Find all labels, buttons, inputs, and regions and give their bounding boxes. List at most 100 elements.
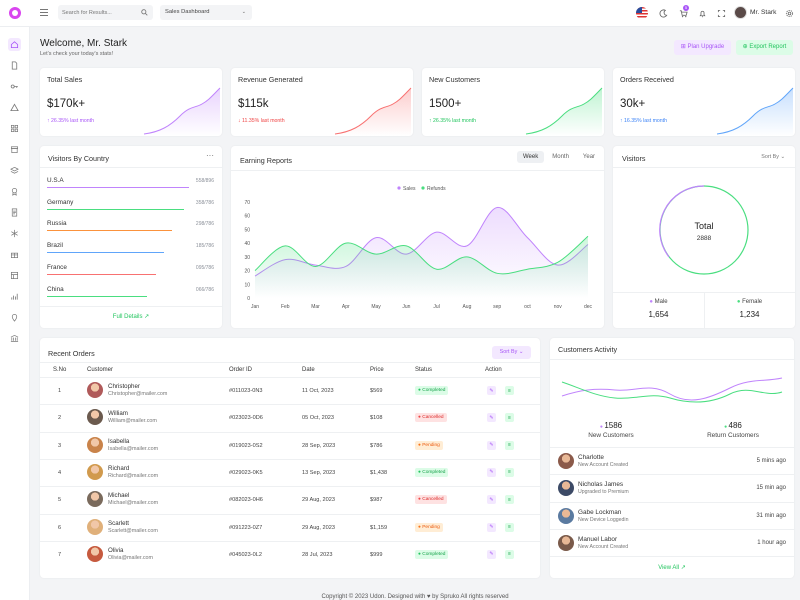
edit-button[interactable]: ✎ bbox=[487, 467, 496, 477]
archive-icon[interactable] bbox=[8, 143, 21, 156]
sparkline-chart bbox=[334, 87, 412, 136]
country-item: U.S.A 558/896 bbox=[47, 177, 214, 188]
order-price: $1,438 bbox=[370, 469, 388, 476]
x-tick-label: Jan bbox=[251, 304, 259, 310]
us-flag-icon[interactable] bbox=[636, 7, 648, 19]
order-price: $987 bbox=[370, 497, 383, 504]
row-sno: 7 bbox=[58, 551, 62, 558]
tab-year[interactable]: Year bbox=[582, 154, 596, 160]
menu-toggle-icon[interactable] bbox=[40, 9, 48, 16]
return-customers-value: ● 486 bbox=[724, 421, 742, 430]
moon-icon[interactable] bbox=[657, 7, 669, 19]
tab-week[interactable]: Week bbox=[517, 151, 545, 163]
upgrade-icon: ⊞ bbox=[680, 44, 688, 50]
user-avatar[interactable] bbox=[734, 6, 747, 19]
warning-icon[interactable] bbox=[8, 101, 21, 114]
status-badge: ● Completed bbox=[415, 467, 449, 477]
delete-button[interactable]: ≡ bbox=[505, 440, 514, 450]
new-customers-value: ● 1586 bbox=[599, 421, 623, 430]
customer-email: Michael@mailer.com bbox=[108, 500, 159, 507]
bell-icon[interactable] bbox=[696, 7, 708, 19]
bar-chart-icon[interactable] bbox=[8, 290, 21, 303]
delete-button[interactable]: ≡ bbox=[505, 522, 514, 532]
bank-icon[interactable] bbox=[8, 332, 21, 345]
col-sno: S.No bbox=[53, 367, 67, 373]
award-icon[interactable] bbox=[8, 185, 21, 198]
status-dot: ● bbox=[418, 388, 423, 393]
row-sno: 1 bbox=[58, 388, 62, 394]
view-all-link[interactable]: View All ↗ bbox=[658, 565, 686, 571]
edit-button[interactable]: ✎ bbox=[487, 440, 496, 450]
dashboard-select[interactable]: Sales Dashboard ⌄ bbox=[160, 5, 252, 20]
fullscreen-icon[interactable] bbox=[715, 7, 727, 19]
gift-icon[interactable] bbox=[8, 248, 21, 261]
male-value: 1,654 bbox=[648, 310, 669, 319]
country-name: Brazil bbox=[47, 242, 63, 250]
y-tick-label: 70 bbox=[244, 200, 250, 206]
search-icon[interactable] bbox=[141, 9, 148, 16]
avatar bbox=[558, 507, 574, 524]
delete-button[interactable]: ≡ bbox=[505, 467, 514, 477]
status-dot: ● bbox=[418, 551, 423, 557]
logo[interactable] bbox=[9, 7, 21, 19]
x-tick-label: Jul bbox=[433, 304, 439, 310]
activity-name: Nicholas James bbox=[578, 481, 624, 489]
stat-title: Orders Received bbox=[620, 75, 674, 84]
file-icon[interactable] bbox=[8, 59, 21, 72]
edit-button[interactable]: ✎ bbox=[487, 413, 496, 423]
edit-button[interactable]: ✎ bbox=[487, 495, 496, 505]
status-badge: ● Cancelled bbox=[415, 413, 447, 423]
layers-icon[interactable] bbox=[8, 164, 21, 177]
search-input[interactable] bbox=[62, 8, 140, 17]
activity-time: 5 mins ago bbox=[756, 458, 786, 464]
arrow-up-icon: ↑ bbox=[47, 118, 52, 124]
stat-card-orders: Orders Received 30k+ ↑ 16.35% last month bbox=[613, 68, 795, 136]
grid-icon[interactable] bbox=[8, 122, 21, 135]
sort-by-dropdown[interactable]: Sort By ⌄ bbox=[761, 154, 785, 160]
country-progress-bar bbox=[47, 230, 173, 232]
key-icon[interactable] bbox=[8, 80, 21, 93]
order-date: 13 Sep, 2023 bbox=[302, 469, 336, 476]
y-tick-label: 10 bbox=[244, 282, 250, 288]
recent-orders-card: Recent Orders Sort By ⌄ S.No Customer Or… bbox=[40, 338, 540, 578]
activity-time: 31 min ago bbox=[756, 512, 786, 519]
customer-name: Olivia bbox=[108, 546, 124, 554]
sparkline-chart bbox=[143, 87, 221, 136]
edit-button[interactable]: ✎ bbox=[487, 522, 496, 532]
order-date: 28 Jul, 2023 bbox=[302, 551, 333, 558]
map-pin-icon[interactable] bbox=[8, 311, 21, 324]
delete-button[interactable]: ≡ bbox=[505, 386, 514, 395]
country-item: Russia 298/786 bbox=[47, 220, 214, 232]
country-name: France bbox=[47, 263, 67, 271]
customer-name: Christopher bbox=[108, 383, 140, 390]
edit-button[interactable]: ✎ bbox=[487, 549, 496, 559]
home-icon[interactable] bbox=[8, 38, 21, 51]
full-details-link[interactable]: Full Details ↗ bbox=[112, 314, 150, 320]
plan-upgrade-button[interactable]: ⊞ Plan Upgrade bbox=[674, 40, 731, 55]
row-sno: 2 bbox=[58, 415, 62, 422]
snowflake-icon[interactable] bbox=[8, 227, 21, 240]
avatar bbox=[87, 518, 103, 535]
document-icon[interactable] bbox=[8, 206, 21, 219]
country-item: Germany 358/786 bbox=[47, 199, 214, 210]
delete-button[interactable]: ≡ bbox=[505, 413, 514, 423]
avatar bbox=[558, 534, 574, 551]
row-sno: 6 bbox=[58, 524, 62, 531]
export-report-button[interactable]: ⊕ Export Report bbox=[736, 40, 793, 55]
status-dot: ● bbox=[418, 415, 423, 421]
delete-button[interactable]: ≡ bbox=[505, 495, 514, 505]
settings-icon[interactable] bbox=[783, 7, 795, 19]
cart-icon[interactable] bbox=[677, 7, 689, 19]
tab-month[interactable]: Month bbox=[552, 154, 569, 160]
table-icon[interactable] bbox=[8, 269, 21, 282]
edit-button[interactable]: ✎ bbox=[487, 386, 496, 395]
card-title: Earning Reports bbox=[240, 156, 292, 165]
delete-button[interactable]: ≡ bbox=[505, 549, 514, 559]
search-box[interactable] bbox=[58, 5, 153, 20]
user-name[interactable]: Mr. Stark bbox=[750, 9, 777, 16]
more-options-icon[interactable]: ··· bbox=[206, 151, 214, 160]
sort-by-button[interactable]: Sort By ⌄ bbox=[492, 346, 531, 359]
notification-badge: 5 bbox=[683, 5, 689, 11]
trash-icon: ≡ bbox=[508, 496, 511, 503]
stat-title: New Customers bbox=[429, 75, 481, 84]
